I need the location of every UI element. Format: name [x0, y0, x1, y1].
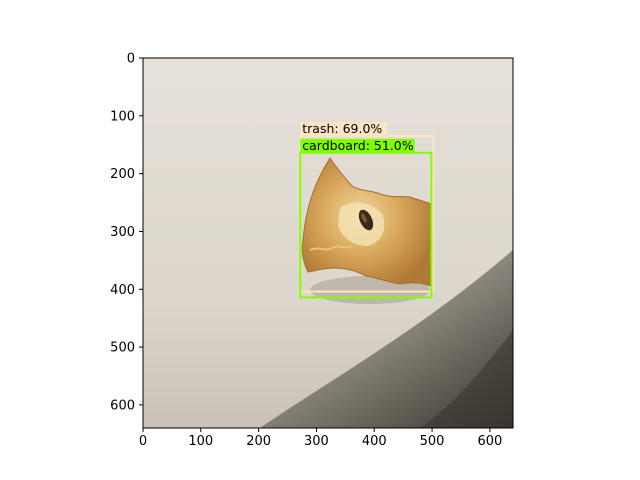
- x-tick-label: 200: [246, 434, 271, 449]
- x-tick-label: 0: [139, 434, 147, 449]
- y-tick-label: 600: [110, 398, 135, 413]
- photo-shadow: [260, 250, 513, 428]
- detection-label-bg-cardboard: [300, 138, 415, 153]
- apple-core-center: [338, 202, 385, 246]
- photo-image: trash: 69.0% cardboard: 51.0%: [143, 58, 513, 428]
- y-tick-label: 100: [110, 109, 135, 124]
- y-tick-label: 0: [127, 52, 135, 67]
- x-axis: 0 100 200 300 400 500 600: [139, 428, 502, 449]
- photo-shadow-inner: [420, 330, 513, 428]
- apple-bite-edge: [309, 245, 353, 251]
- x-tick-label: 400: [362, 434, 387, 449]
- y-axis: 0 100 200 300 400 500 600: [110, 52, 143, 413]
- x-tick-label: 300: [304, 434, 329, 449]
- y-tick-label: 500: [110, 341, 135, 356]
- axes-frame: [142, 57, 514, 429]
- apple-seed-highlight: [361, 213, 367, 223]
- y-tick-label: 200: [110, 167, 135, 182]
- x-tick-label: 600: [477, 434, 502, 449]
- x-tick-label: 100: [188, 434, 213, 449]
- y-tick-label: 300: [110, 225, 135, 240]
- y-tick-label: 400: [110, 283, 135, 298]
- detections-layer: trash: 69.0% cardboard: 51.0%: [299, 121, 435, 299]
- detection-label-cardboard: cardboard: 51.0%: [302, 138, 413, 153]
- detection-label-trash: trash: 69.0%: [302, 121, 382, 136]
- x-tick-label: 500: [420, 434, 445, 449]
- detection-label-bg-trash: [300, 122, 388, 137]
